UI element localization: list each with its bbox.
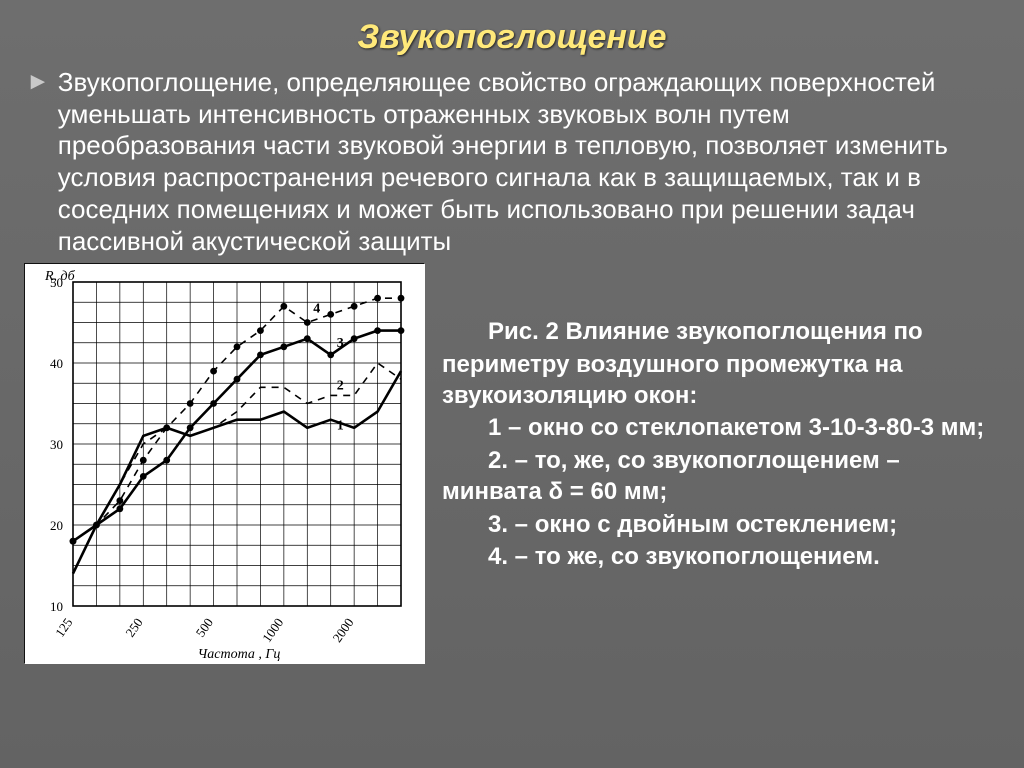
bullet-marker-icon: ►: [26, 67, 50, 97]
svg-text:Частота , Гц: Частота , Гц: [198, 647, 281, 662]
figure-legend: Рис. 2 Влияние звукопоглощения по периме…: [442, 263, 1000, 663]
svg-text:40: 40: [50, 356, 63, 371]
caption-line: периметру воздушного промежутка на звуко…: [442, 350, 1000, 411]
legend-item-4: 4. – то же, со звукопоглощением.: [442, 542, 1000, 573]
svg-text:1: 1: [337, 419, 344, 434]
page-title: Звукопоглощение: [24, 18, 1000, 57]
slide: Звукопоглощение ► Звукопоглощение, опред…: [0, 0, 1024, 768]
bullet-text: Звукопоглощение, определяющее свойство о…: [58, 67, 994, 257]
bullet-item: ► Звукопоглощение, определяющее свойство…: [24, 67, 1000, 257]
svg-text:10: 10: [50, 599, 63, 614]
chart-svg: 1020304050R, дб12525050010002000Частота …: [25, 264, 425, 664]
svg-text:30: 30: [50, 437, 63, 452]
caption-rest: периметру воздушного промежутка на звуко…: [442, 351, 902, 409]
legend-item-3: 3. – окно с двойным остеклением;: [442, 510, 1000, 541]
svg-text:2: 2: [337, 379, 344, 394]
svg-text:3: 3: [337, 336, 344, 351]
legend-item-1: 1 – окно со стеклопакетом 3-10-3-80-3 мм…: [442, 413, 1000, 444]
caption-line: Рис. 2 Влияние звукопоглощения по: [442, 317, 1000, 348]
chart-figure: 1020304050R, дб12525050010002000Частота …: [24, 263, 424, 663]
svg-text:20: 20: [50, 518, 63, 533]
legend-item-2: 2. – то, же, со звукопоглощением – минва…: [442, 446, 1000, 507]
svg-text:4: 4: [313, 302, 320, 317]
caption-lead: Рис. 2 Влияние звукопоглощения по: [488, 318, 923, 345]
svg-text:R, дб: R, дб: [44, 269, 76, 284]
content-row: 1020304050R, дб12525050010002000Частота …: [24, 263, 1000, 663]
